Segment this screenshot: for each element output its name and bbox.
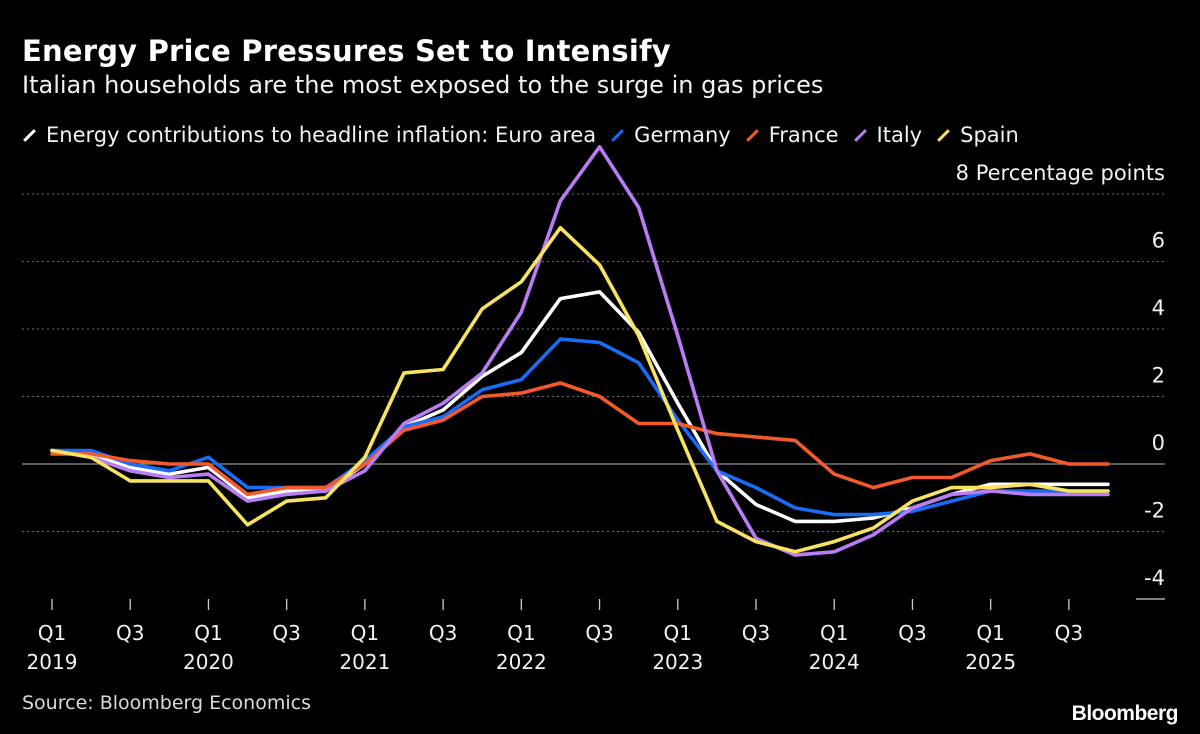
x-tick-year-2019: 2019: [27, 650, 78, 674]
y-tick-label-0: 0: [1152, 431, 1165, 455]
x-tick-year-2023: 2023: [652, 650, 703, 674]
series-line-france: [50, 381, 1110, 497]
x-tick-year-2020: 2020: [183, 650, 234, 674]
source-note: Source: Bloomberg Economics: [22, 692, 311, 714]
x-tick-label-1: Q3: [116, 621, 144, 645]
legend: Energy contributions to headline inflati…: [22, 123, 1033, 147]
legend-label-france: France: [768, 123, 839, 147]
x-tick-label-4: Q1: [351, 621, 379, 645]
chart-subtitle: Italian households are the most exposed …: [22, 71, 824, 99]
x-tick-label-10: Q1: [820, 621, 848, 645]
y-tick-label-4: 4: [1152, 296, 1165, 320]
x-tick-label-13: Q3: [1055, 621, 1083, 645]
x-tick-year-2024: 2024: [809, 650, 860, 674]
series-line-italy: [50, 145, 1110, 557]
x-tick-year-2025: 2025: [965, 650, 1016, 674]
legend-item-italy: Italy: [853, 123, 923, 147]
x-tick-label-9: Q3: [742, 621, 770, 645]
legend-item-france: France: [745, 123, 839, 147]
legend-item-euro-area: Energy contributions to headline inflati…: [22, 123, 596, 147]
legend-label-italy: Italy: [876, 123, 923, 147]
x-tick-label-12: Q1: [976, 621, 1004, 645]
y-tick-label-6: 6: [1152, 229, 1165, 253]
x-tick-label-0: Q1: [38, 621, 66, 645]
y-tick-label--4: -4: [1144, 566, 1165, 590]
x-tick-label-11: Q3: [898, 621, 926, 645]
y-tick-label-2: 2: [1152, 364, 1165, 388]
chart-title: Energy Price Pressures Set to Intensify: [22, 34, 671, 68]
x-tick-year-2022: 2022: [496, 650, 547, 674]
legend-item-spain: Spain: [936, 123, 1019, 147]
x-tick-label-2: Q1: [194, 621, 222, 645]
x-tick-label-7: Q3: [585, 621, 613, 645]
legend-label-spain: Spain: [960, 123, 1019, 147]
series-line-spain: [50, 226, 1110, 554]
y-tick-label--2: -2: [1144, 499, 1165, 523]
bloomberg-logo: Bloomberg: [1071, 702, 1179, 725]
x-tick-label-5: Q3: [429, 621, 457, 645]
legend-label-germany: Germany: [634, 123, 731, 147]
x-tick-label-3: Q3: [272, 621, 300, 645]
legend-item-germany: Germany: [610, 123, 731, 147]
x-tick-year-2021: 2021: [339, 650, 390, 674]
series-line-germany: [50, 337, 1110, 517]
y-tick-label-8: 8 Percentage points: [956, 161, 1165, 185]
x-tick-label-6: Q1: [507, 621, 535, 645]
legend-label-euro-area: Energy contributions to headline inflati…: [46, 123, 597, 147]
x-tick-label-8: Q1: [664, 621, 692, 645]
